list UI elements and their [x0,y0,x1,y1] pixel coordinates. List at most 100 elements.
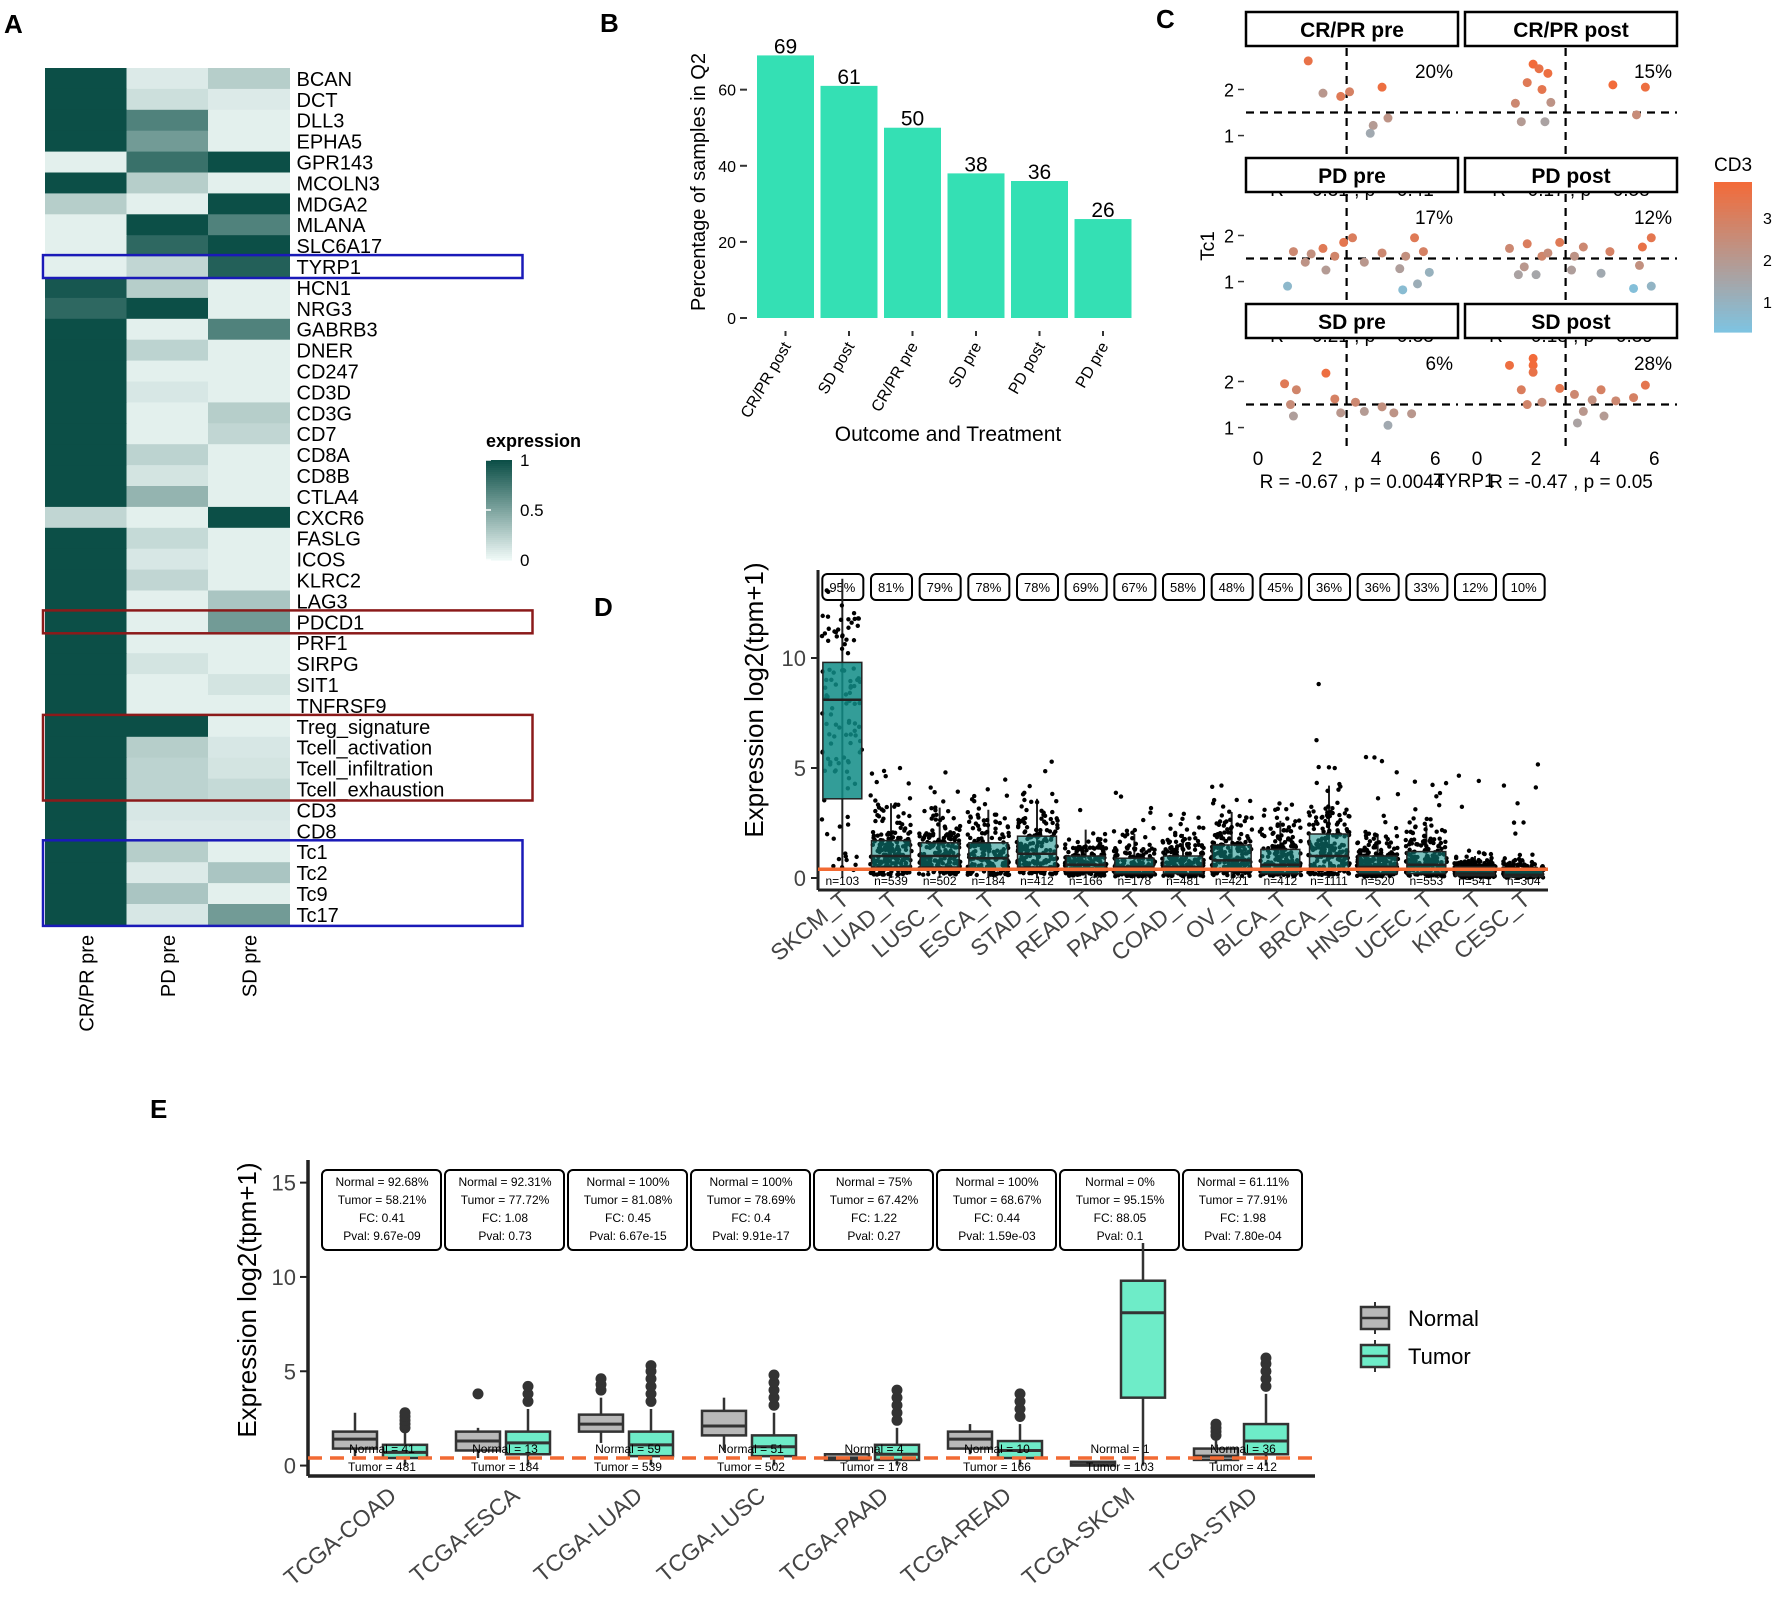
color-legend-title: CD3 [1714,155,1752,176]
jitter-point [954,826,959,831]
heatmap-row-label-slc6a17: SLC6A17 [297,236,383,258]
jitter-point [1066,837,1072,842]
jitter-point [1465,861,1471,867]
heatmap-cell-cd3d-1 [45,381,127,403]
tumor-box-tcga-stad-outlier [1260,1352,1272,1364]
color-legend-swatch [1714,224,1752,228]
jitter-point [1515,862,1521,867]
highlight-box-tyrp1 [41,253,524,280]
heatmap-cell-mdga2-1 [45,193,127,215]
facet-header-sd-pre [1244,302,1460,340]
tumor-box-tcga-stad [1242,1422,1290,1456]
heatmap-legend-swatch [486,502,512,505]
heatmap-cell-mlana-3 [208,214,290,236]
tumor-box-tcga-luad-outlier [645,1380,657,1392]
jitter-point [846,617,851,622]
color-legend-swatch [1714,200,1752,204]
jitter-point [1091,831,1096,836]
tumor-box-tcga-lusc-outlier [768,1377,780,1389]
jitter-point [1281,828,1287,833]
jitter-point [1001,834,1006,840]
y-tick-label: 5 [794,756,806,781]
jitter-point [1279,833,1284,838]
stats-line-tcga-coad: Normal = 92.68% [335,1175,428,1189]
jitter-point [1418,843,1424,848]
jitter-point [1466,848,1472,853]
tumor-box-tcga-paad-outlier [891,1384,903,1396]
jitter-point [874,779,879,785]
percent-label-ov-t: 48% [1219,580,1245,595]
stats-line-tcga-coad: Tumor = 58.21% [338,1193,427,1207]
sample-count-hnsc-t: n=520 [1361,874,1395,888]
heatmap-cell-tyrp1-3 [208,256,290,278]
jitter-point [1393,825,1399,831]
heatmap-cell-cd247-2 [126,360,209,382]
jitter-point [1048,871,1053,876]
stats-line-tcga-read: Normal = 100% [955,1175,1038,1189]
scatter-point [1516,385,1526,395]
stats-line-tcga-esca: Normal = 92.31% [458,1175,551,1189]
heatmap-cell-tyrp1-2 [126,256,209,278]
jitter-point [1228,830,1233,835]
jitter-point [1053,871,1058,876]
heatmap-cell-icos-1 [45,548,127,571]
stats-line-tcga-read: FC: 0.44 [974,1211,1020,1225]
scatter-point [1504,360,1514,370]
facet-stat-label: R = -0.47 , p = 0.05 [1489,472,1653,493]
heatmap-row-label-cxcr6: CXCR6 [297,508,365,530]
jitter-point [1173,839,1179,845]
jitter-point [936,822,941,827]
jitter-point [869,771,875,776]
jitter-point [907,830,913,835]
jitter-point [953,872,958,877]
heatmap-legend-swatch [486,532,512,535]
jitter-point [1363,829,1368,835]
color-legend-swatch [1714,197,1752,201]
heatmap-cell-tc9-1 [45,883,127,905]
jitter-point [1366,831,1372,836]
jitter-point [1113,874,1118,879]
panel-e-boxplot: 0 5 10 15 Expression log2(tpm+1) Normal = 92.… [232,1160,1479,1591]
stats-line-tcga-stad: FC: 1.98 [1220,1211,1266,1225]
jitter-point [1192,847,1198,852]
jitter-point [1275,835,1281,841]
heatmap-cell-cd8b-2 [126,465,209,487]
heatmap-cell-cd8-1 [45,820,127,842]
heatmap-legend-swatch [486,484,512,487]
heatmap-row-label-bcan: BCAN [297,69,353,91]
x-tick-label-tcga-read: TCGA-READ [896,1482,1016,1589]
jitter-point [1311,809,1316,814]
heatmap-legend-swatch [486,518,512,521]
stats-line-tcga-luad: Tumor = 81.08% [584,1193,673,1207]
heatmap-legend-swatch [486,550,512,553]
heatmap-cell-faslg-2 [126,527,209,550]
color-legend-swatch [1714,254,1752,258]
scatter-point [1629,283,1639,293]
jitter-point [1336,787,1341,792]
jitter-point [1459,804,1465,810]
jitter-point [981,818,987,823]
scatter-point [1285,400,1295,410]
jitter-point [1053,829,1058,834]
facet-quadrant-percent: 6% [1426,354,1454,375]
jitter-point [997,836,1003,841]
jitter-point [1330,806,1335,811]
legend-label-normal: Normal [1408,1306,1479,1331]
scatter-point [1288,247,1298,257]
sample-count-esca-t: n=184 [971,874,1005,888]
jitter-point [875,833,880,838]
color-legend-swatch [1714,320,1752,324]
scatter-point [1540,117,1550,127]
jitter-point [906,781,911,786]
heatmap-legend-swatch [486,468,512,471]
percent-label-coad-t: 58% [1170,580,1196,595]
heatmap-cell-dll3-2 [126,109,209,132]
stats-line-tcga-skcm: Tumor = 95.15% [1076,1193,1165,1207]
percent-label-box-hnsc-t [1356,573,1400,601]
heatmap-legend-swatch [486,466,512,469]
jitter-point [1280,822,1285,827]
jitter-point [1242,818,1248,824]
sample-count-skcm-t: n=103 [825,874,859,888]
heatmap-legend-swatch [486,554,512,557]
jitter-point [1501,783,1507,788]
